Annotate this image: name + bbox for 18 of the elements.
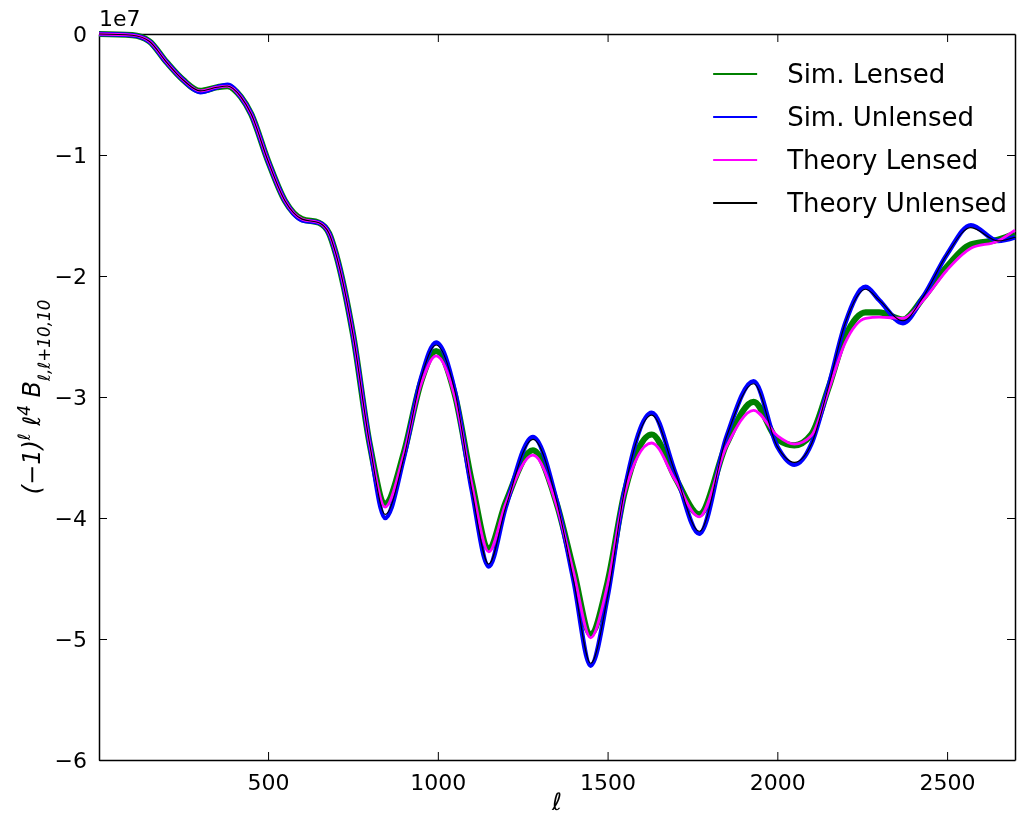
legend-label: Sim. Unlensed bbox=[787, 102, 974, 132]
y-tick-label: −2 bbox=[54, 263, 87, 289]
y-tick-label: −6 bbox=[54, 747, 87, 773]
legend-label: Sim. Lensed bbox=[787, 59, 946, 89]
legend-label: Theory Unlensed bbox=[786, 188, 1007, 218]
x-tick-label: 500 bbox=[247, 769, 290, 795]
x-tick-label: 2500 bbox=[919, 769, 976, 795]
x-tick-label: 2000 bbox=[749, 769, 806, 795]
y-tick-label: −5 bbox=[54, 626, 87, 652]
text: 1e7 bbox=[99, 6, 141, 31]
x-tick-label: 1000 bbox=[410, 769, 467, 795]
x-axis-title: ℓ bbox=[551, 788, 562, 816]
legend-label: Theory Lensed bbox=[786, 145, 979, 175]
y-tick-label: −4 bbox=[54, 505, 87, 531]
y-tick-label: −1 bbox=[54, 142, 87, 168]
x-tick-label: 1500 bbox=[580, 769, 637, 795]
y-tick-label: 0 bbox=[73, 21, 87, 47]
y-tick-label: −3 bbox=[54, 384, 87, 410]
